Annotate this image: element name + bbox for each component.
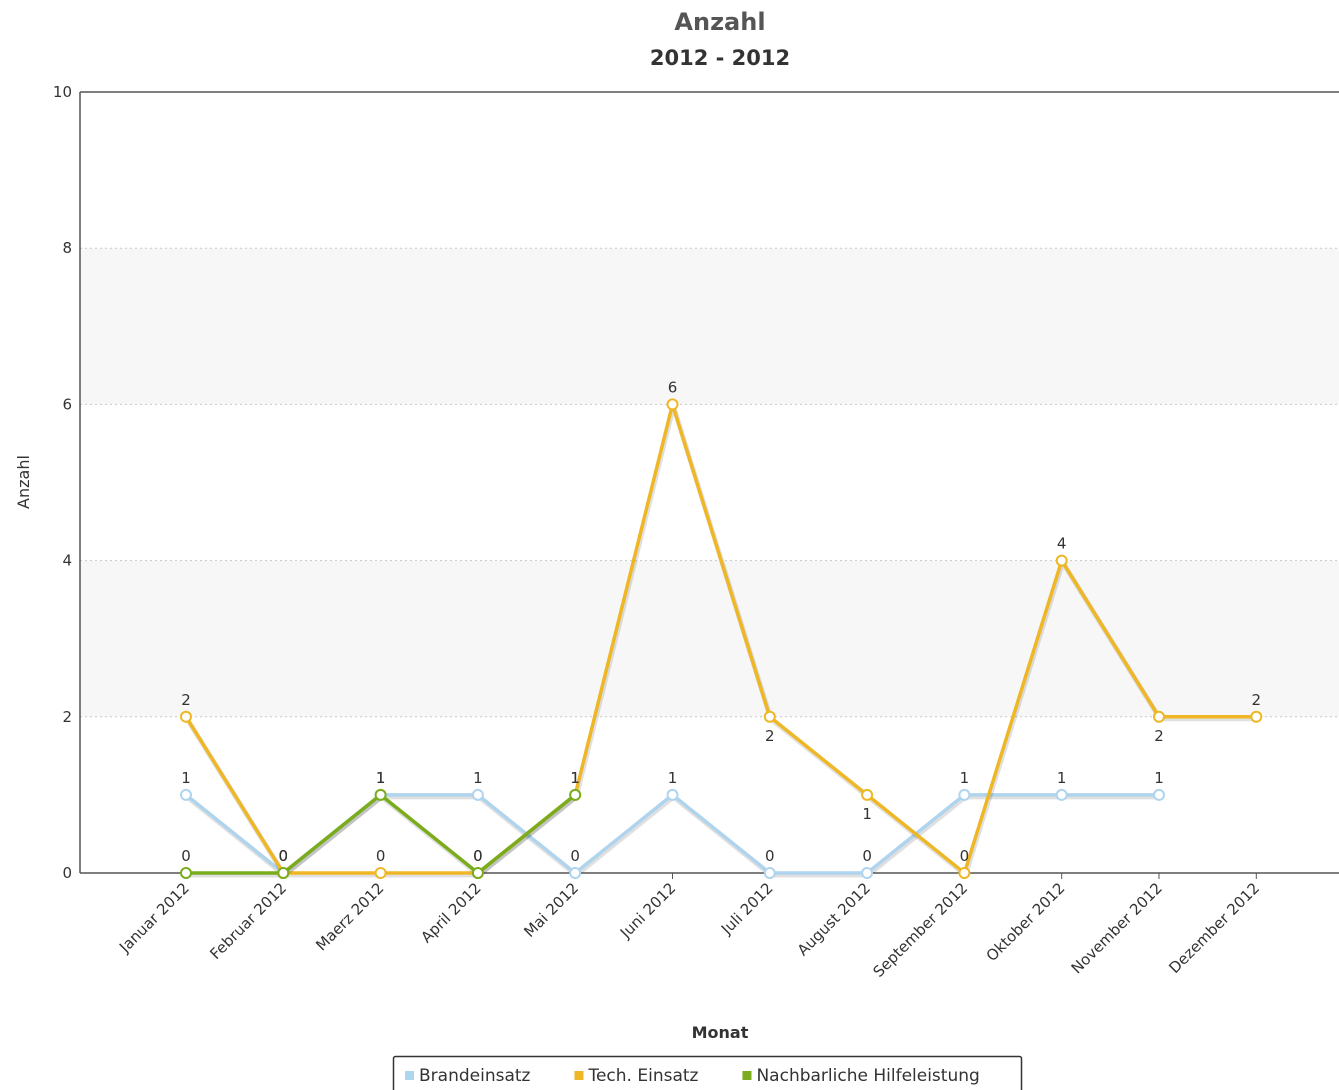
- chart-subtitle: 2012 - 2012: [650, 46, 790, 70]
- data-label: 1: [1154, 769, 1164, 787]
- data-point[interactable]: [958, 788, 971, 801]
- data-label: 2: [1154, 727, 1164, 745]
- x-tick-label: Juni 2012: [616, 879, 679, 942]
- data-label: 1: [862, 805, 872, 823]
- data-point[interactable]: [958, 867, 971, 879]
- data-point[interactable]: [471, 788, 484, 801]
- series-layer: [180, 398, 1263, 879]
- data-point[interactable]: [374, 867, 387, 879]
- data-label: 6: [668, 378, 678, 396]
- legend-swatch: [574, 1071, 584, 1080]
- data-label: 1: [376, 769, 386, 787]
- data-label: 1: [1057, 769, 1067, 787]
- y-tick-label: 0: [62, 864, 72, 882]
- y-tick-label: 4: [62, 552, 72, 570]
- data-point[interactable]: [763, 710, 776, 723]
- data-point[interactable]: [374, 788, 387, 801]
- data-point[interactable]: [569, 788, 582, 801]
- x-tick-label: September 2012: [870, 879, 972, 981]
- x-tick-label: August 2012: [794, 879, 874, 959]
- data-label: 0: [765, 847, 775, 865]
- y-axis-title: Anzahl: [14, 455, 33, 509]
- data-label: 1: [960, 769, 970, 787]
- legend-label: Tech. Einsatz: [587, 1066, 698, 1086]
- data-label: 0: [376, 847, 386, 865]
- data-point[interactable]: [180, 788, 192, 801]
- x-tick-label: Juli 2012: [717, 879, 777, 939]
- y-tick-label: 10: [53, 83, 72, 101]
- x-axis-ticks: Januar 2012 Februar 2012 Maerz 2012 April 2…: [115, 873, 1263, 981]
- data-label: 2: [765, 727, 775, 745]
- data-point[interactable]: [180, 867, 192, 879]
- x-tick-label: April 2012: [417, 879, 484, 946]
- legend-swatch: [405, 1071, 414, 1080]
- data-point[interactable]: [569, 867, 582, 879]
- data-point[interactable]: [1055, 788, 1068, 801]
- data-label: 1: [473, 769, 483, 787]
- data-point[interactable]: [861, 788, 874, 801]
- data-label: 0: [473, 847, 483, 865]
- series-nachbarliche-hilfeleistung: [180, 788, 582, 879]
- data-label: 1: [570, 769, 580, 787]
- data-label: 0: [181, 847, 191, 865]
- data-label: 4: [1057, 535, 1067, 553]
- data-point[interactable]: [666, 398, 679, 411]
- y-tick-label: 6: [62, 395, 72, 413]
- plot-band: [80, 248, 1339, 405]
- data-point[interactable]: [666, 788, 679, 801]
- data-label: 1: [376, 769, 386, 787]
- series-tech-einsatz: [180, 398, 1263, 879]
- plot-band: [80, 560, 1339, 717]
- x-tick-label: Oktober 2012: [983, 879, 1069, 965]
- legend[interactable]: Brandeinsatz Tech. Einsatz Nachbarliche Hi…: [392, 1055, 1023, 1090]
- x-tick-label: November 2012: [1068, 879, 1166, 977]
- data-point[interactable]: [277, 867, 290, 879]
- legend-swatch: [742, 1071, 752, 1080]
- y-tick-label: 2: [62, 708, 72, 726]
- data-label: 1: [668, 769, 678, 787]
- data-point[interactable]: [1153, 788, 1165, 801]
- data-label: 1: [181, 769, 191, 787]
- data-label: 2: [1252, 691, 1262, 709]
- x-tick-label: Dezember 2012: [1165, 879, 1263, 977]
- y-axis-ticks: 0 2 4 6 8 10: [53, 83, 72, 882]
- data-point[interactable]: [1250, 710, 1263, 723]
- series-brandeinsatz: [180, 788, 1165, 879]
- data-label: 0: [960, 847, 970, 865]
- legend-item[interactable]: Brandeinsatz: [405, 1066, 531, 1086]
- data-label: 0: [279, 847, 289, 865]
- data-label: 2: [181, 691, 191, 709]
- data-label: 0: [862, 847, 872, 865]
- data-label: 0: [279, 847, 289, 865]
- x-tick-label: Mai 2012: [520, 879, 582, 941]
- series-line: [184, 402, 1257, 875]
- chart-title: Anzahl: [674, 8, 765, 36]
- data-point[interactable]: [861, 867, 874, 879]
- data-point[interactable]: [471, 867, 484, 879]
- legend-item[interactable]: Tech. Einsatz: [574, 1066, 699, 1086]
- x-axis-title: Monat: [692, 1023, 749, 1042]
- data-label: 0: [279, 847, 289, 865]
- data-label: 0: [570, 847, 580, 865]
- plot-bands: [80, 248, 1339, 717]
- legend-label: Brandeinsatz: [419, 1066, 531, 1086]
- legend-box: [392, 1055, 1023, 1090]
- data-label: 1: [570, 769, 580, 787]
- data-point[interactable]: [180, 710, 192, 723]
- y-tick-label: 8: [62, 239, 72, 257]
- x-tick-label: Februar 2012: [206, 879, 290, 963]
- x-tick-label: Maerz 2012: [312, 879, 387, 954]
- data-point[interactable]: [1055, 554, 1068, 567]
- data-label: 0: [473, 847, 483, 865]
- legend-label: Nachbarliche Hilfeleistung: [756, 1066, 979, 1086]
- data-point[interactable]: [1153, 710, 1165, 723]
- legend-item[interactable]: Nachbarliche Hilfeleistung: [742, 1066, 980, 1086]
- axes: [79, 91, 1339, 874]
- x-tick-label: Januar 2012: [115, 879, 193, 957]
- data-point[interactable]: [763, 867, 776, 879]
